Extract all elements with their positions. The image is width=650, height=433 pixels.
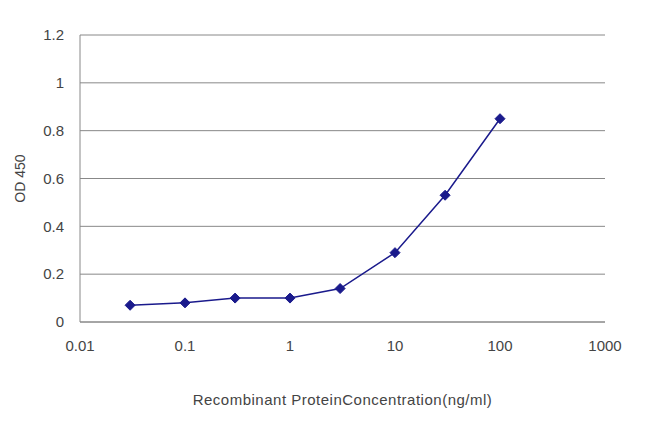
svg-text:0.6: 0.6 [43,170,64,187]
svg-text:OD 450: OD 450 [12,154,28,202]
svg-text:100: 100 [487,337,512,354]
svg-text:0.1: 0.1 [175,337,196,354]
svg-text:1000: 1000 [588,337,621,354]
svg-text:1.2: 1.2 [43,26,64,43]
svg-text:0: 0 [56,313,64,330]
svg-text:10: 10 [387,337,404,354]
svg-text:0.4: 0.4 [43,218,64,235]
svg-text:1: 1 [286,337,294,354]
svg-text:1: 1 [56,74,64,91]
svg-text:Recombinant ProteinConcentrati: Recombinant ProteinConcentration(ng/ml) [193,391,493,408]
svg-text:0.2: 0.2 [43,265,64,282]
svg-text:0.8: 0.8 [43,122,64,139]
svg-text:0.01: 0.01 [65,337,94,354]
